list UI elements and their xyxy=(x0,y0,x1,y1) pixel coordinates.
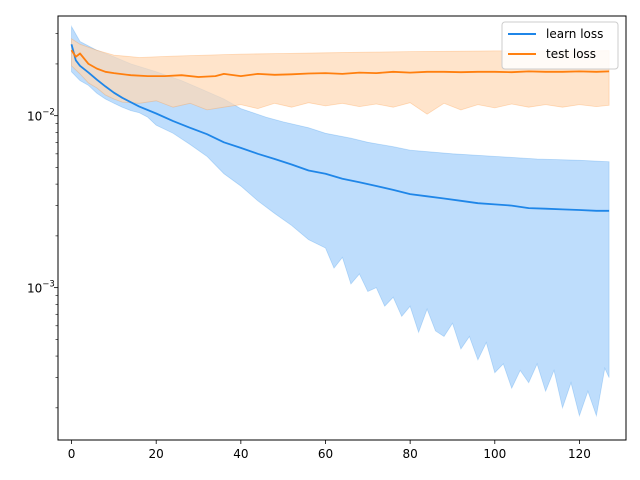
legend-label-test-loss: test loss xyxy=(546,47,596,61)
legend-label-learn-loss: learn loss xyxy=(546,27,603,41)
x-tick-label: 40 xyxy=(233,447,248,461)
x-tick-label: 80 xyxy=(403,447,418,461)
band-learn-loss xyxy=(71,24,610,418)
plot-frame xyxy=(57,15,627,441)
band-test-loss xyxy=(71,38,610,115)
line-learn-loss xyxy=(70,44,610,212)
x-tick-label: 120 xyxy=(568,447,591,461)
y-tick-label: 10−3 xyxy=(27,280,55,296)
line-test-loss xyxy=(70,49,610,78)
band-layer xyxy=(71,24,610,418)
x-tick-label: 100 xyxy=(483,447,506,461)
y-tick-label: 10−2 xyxy=(27,108,55,124)
x-tick-label: 20 xyxy=(149,447,164,461)
x-tick-label: 60 xyxy=(318,447,333,461)
x-axis: 0 20 40 60 80 100 120 xyxy=(68,440,591,461)
x-tick-label: 0 xyxy=(68,447,76,461)
line-layer xyxy=(70,44,610,212)
legend: learn loss test loss xyxy=(501,21,619,70)
y-axis: 10−3 10−2 xyxy=(27,33,58,409)
